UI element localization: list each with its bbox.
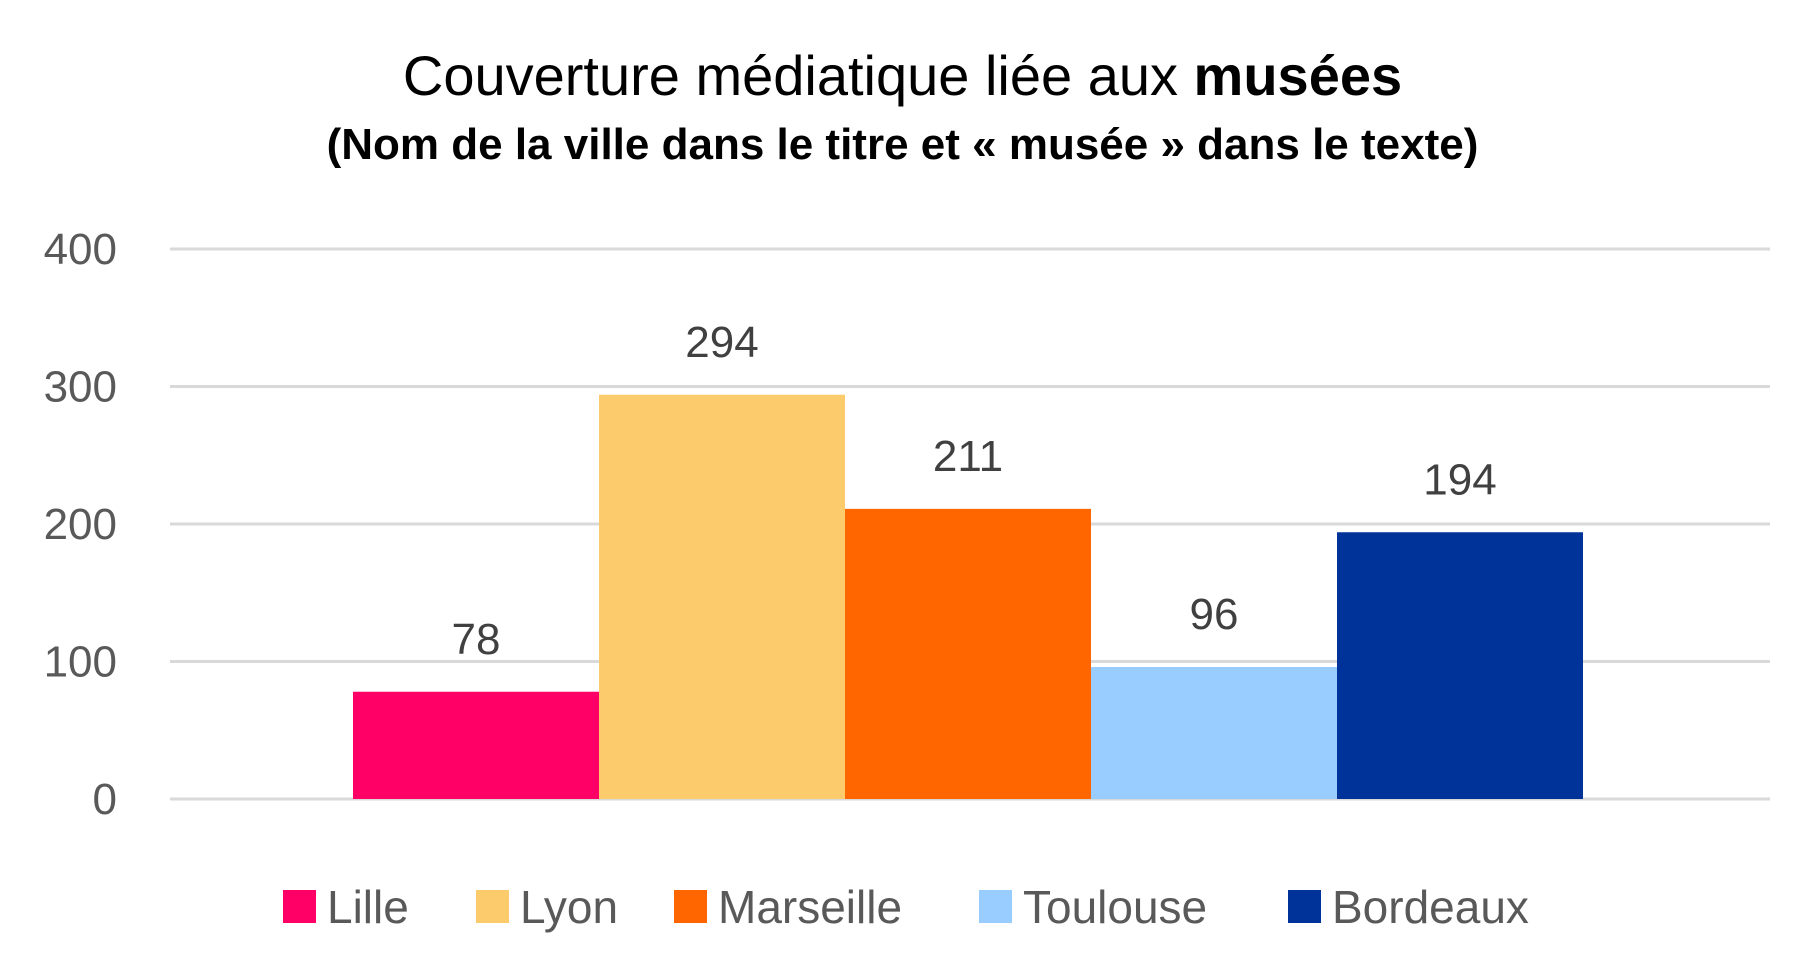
legend-item-toulouse: Toulouse xyxy=(979,881,1207,933)
legend-label-bordeaux: Bordeaux xyxy=(1332,881,1529,933)
data-label-marseille: 211 xyxy=(933,432,1003,481)
y-tick-label-400: 400 xyxy=(44,225,117,274)
y-tick-label-300: 300 xyxy=(44,363,117,412)
legend-item-marseille: Marseille xyxy=(674,881,902,933)
bars xyxy=(353,394,1583,799)
chart-subtitle: (Nom de la ville dans le titre et « musé… xyxy=(326,120,1479,169)
legend-label-toulouse: Toulouse xyxy=(1023,881,1207,933)
chart-title-block: Couverture médiatique liée aux musées (N… xyxy=(0,40,1805,178)
legend-item-bordeaux: Bordeaux xyxy=(1288,881,1529,933)
bar-marseille xyxy=(845,508,1091,799)
y-axis-tick-labels: 0 100 200 300 400 xyxy=(44,225,117,824)
legend-swatch-toulouse xyxy=(979,890,1012,923)
data-labels: 78 294 211 96 194 xyxy=(452,318,1497,664)
legend-item-lyon: Lyon xyxy=(476,881,618,933)
data-label-bordeaux: 194 xyxy=(1423,455,1496,504)
legend-label-lyon: Lyon xyxy=(520,881,618,933)
bar-lille xyxy=(353,691,599,799)
bar-toulouse xyxy=(1091,667,1337,799)
data-label-lille: 78 xyxy=(452,615,501,664)
legend-swatch-bordeaux xyxy=(1288,890,1321,923)
data-label-lyon: 294 xyxy=(685,318,758,367)
y-tick-label-100: 100 xyxy=(44,638,117,687)
legend-item-lille: Lille xyxy=(283,881,409,933)
chart-title-prefix: Couverture médiatique liée aux xyxy=(402,44,1194,107)
legend-label-lille: Lille xyxy=(327,881,409,933)
legend-swatch-marseille xyxy=(674,890,707,923)
chart-title: Couverture médiatique liée aux musées xyxy=(0,40,1805,112)
legend-swatch-lyon xyxy=(476,890,509,923)
bar-lyon xyxy=(599,394,845,799)
data-label-toulouse: 96 xyxy=(1190,590,1239,639)
legend-label-marseille: Marseille xyxy=(718,881,902,933)
chart-title-emphasis: musées xyxy=(1193,44,1403,107)
legend-swatch-lille xyxy=(283,890,316,923)
legend: Lille Lyon Marseille Toulouse Bordeaux xyxy=(283,881,1529,933)
y-tick-label-0: 0 xyxy=(93,775,117,824)
bar-bordeaux xyxy=(1337,532,1583,799)
y-tick-label-200: 200 xyxy=(44,500,117,549)
